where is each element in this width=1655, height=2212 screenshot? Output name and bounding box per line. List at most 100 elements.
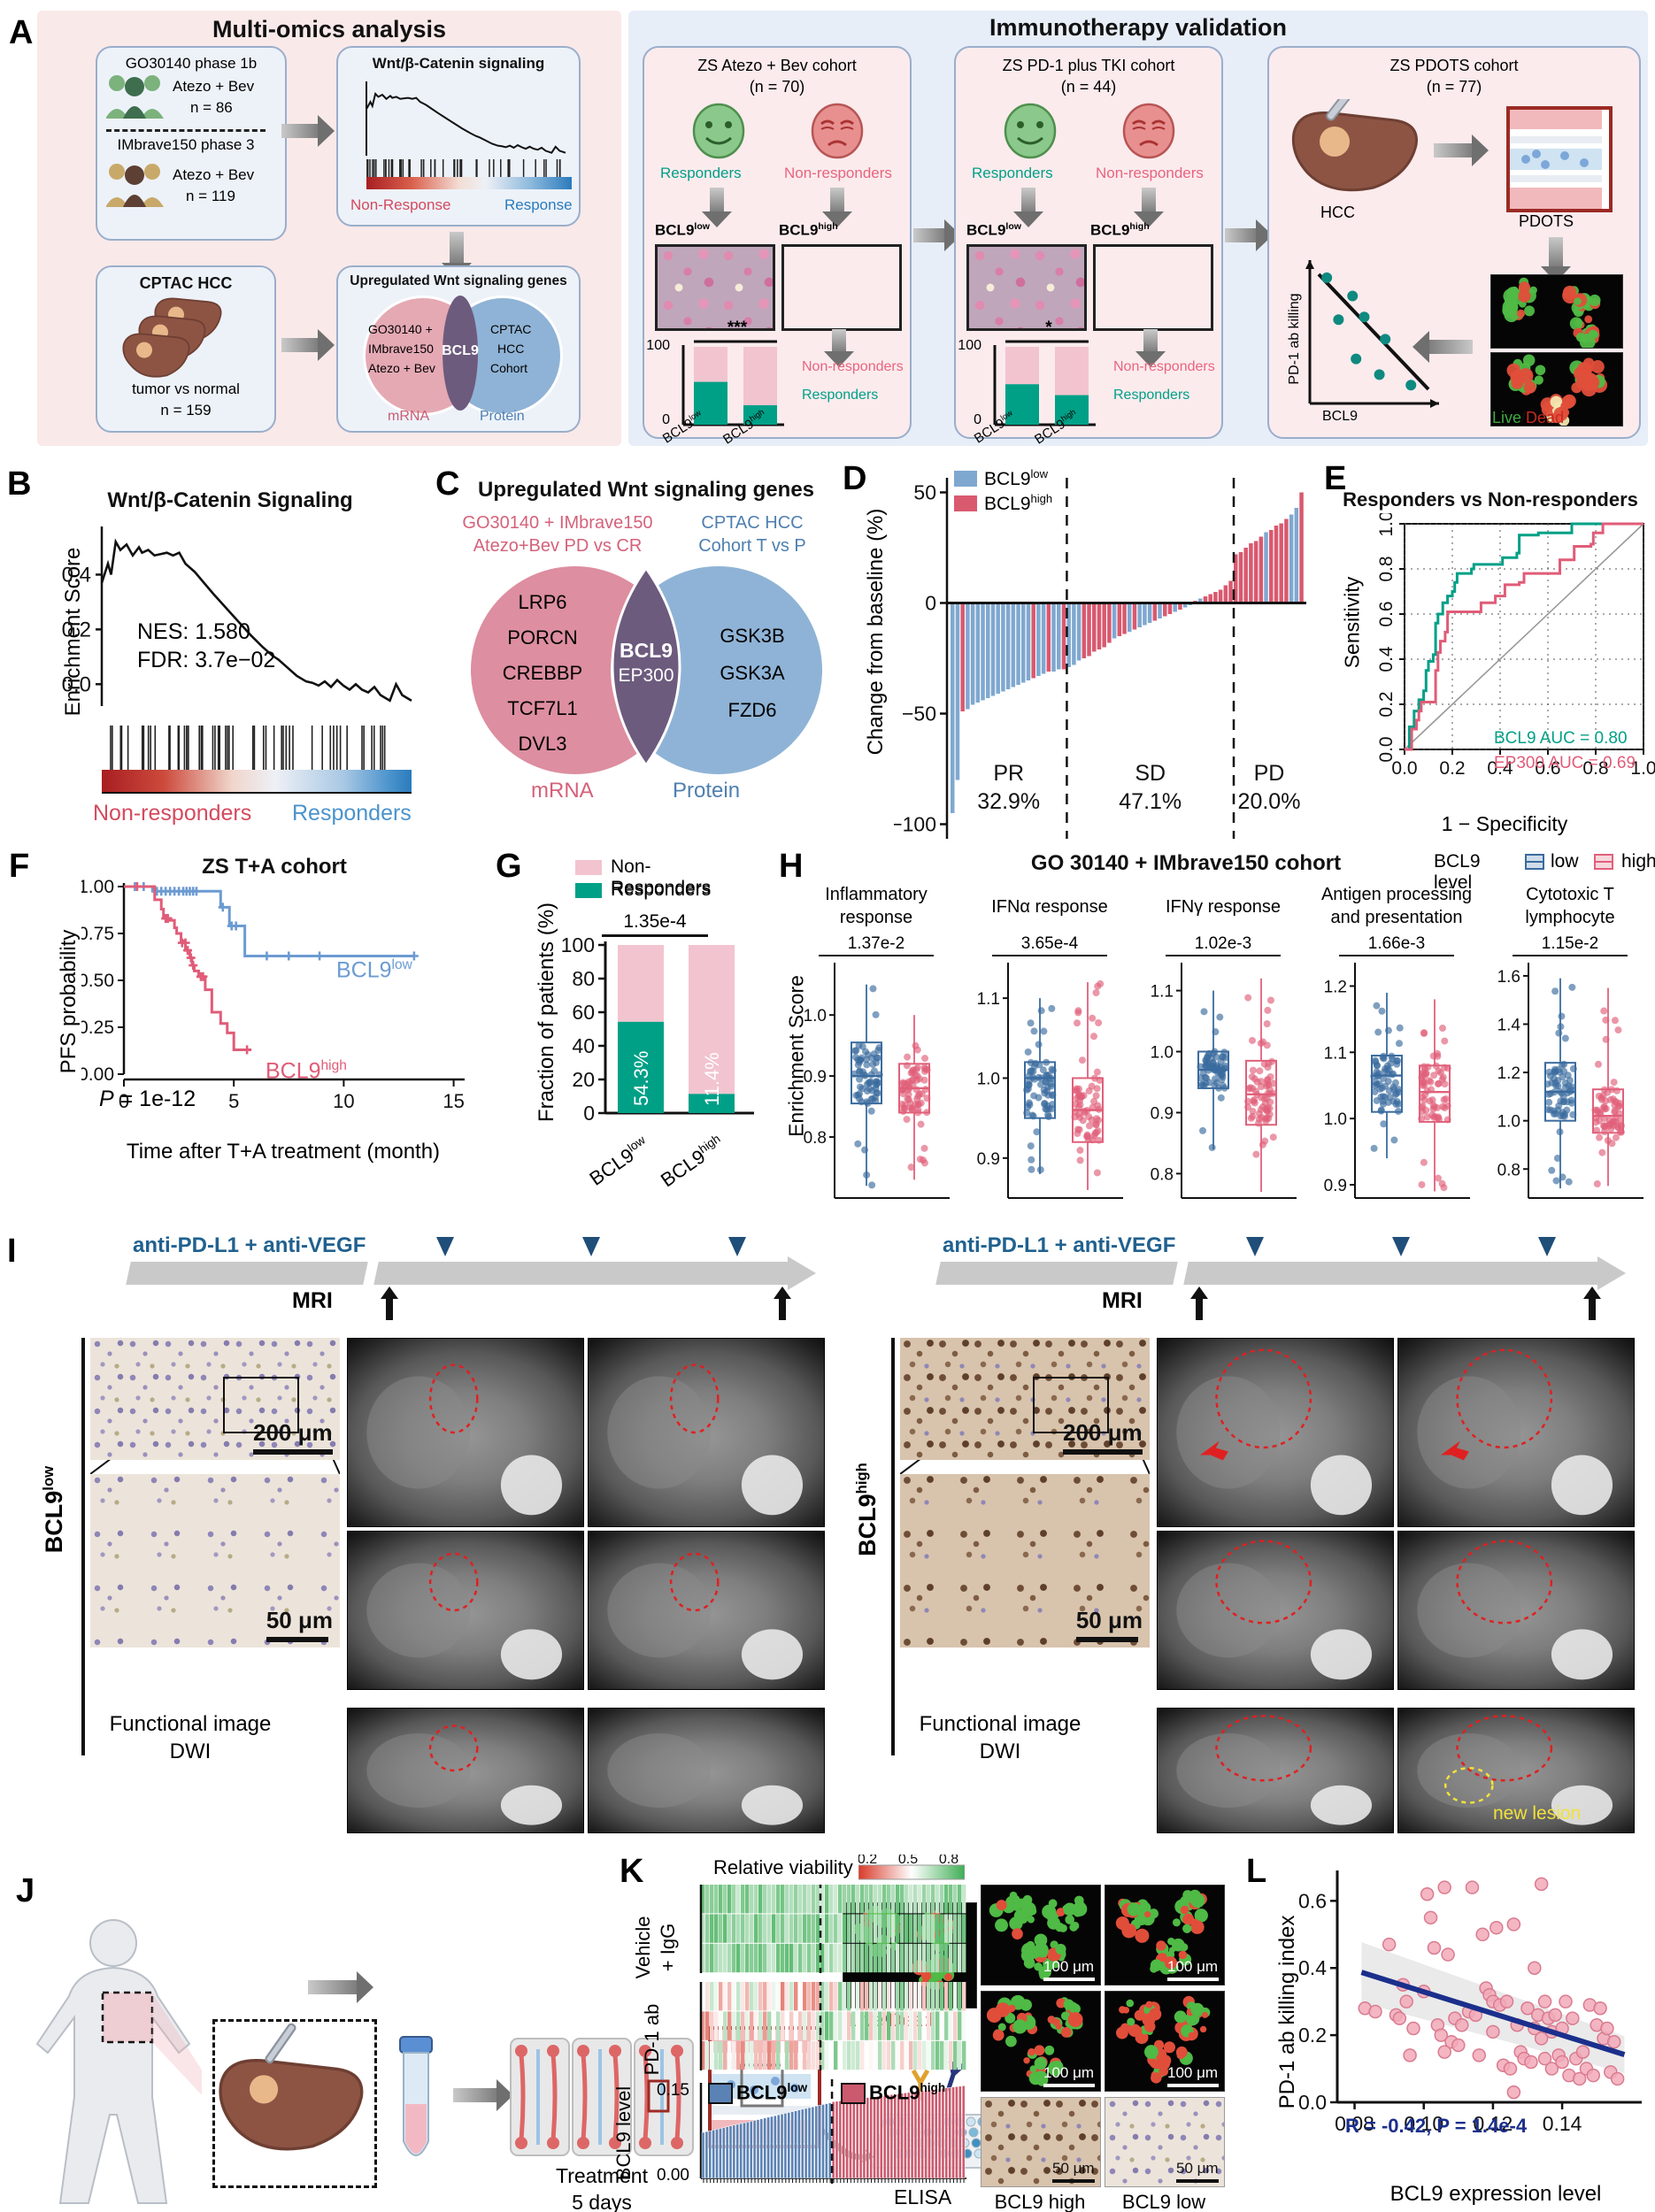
zs-pd1-tki-box-resp: Responders (972, 165, 1053, 181)
K-ihc-0-scaletext: 50 μm (1052, 2160, 1095, 2177)
venn-left1: GO30140 + (368, 322, 433, 336)
svg-text:0: 0 (583, 1102, 595, 1125)
H-sub0-plot: 0.8 0.9 1.0 (789, 961, 957, 1226)
venn-overlap (443, 296, 478, 411)
K-legend-low-text-base: BCL9 (736, 2081, 788, 2104)
K-heatmap-vehicle (699, 1885, 968, 1973)
H-legend-low: low (1551, 851, 1579, 872)
D-legend-high: BCL9high (984, 492, 1052, 515)
treatment-marker-icon-svg (1246, 1237, 1264, 1256)
E-auc-bcl9: BCL9 AUC = 0.80 (1494, 729, 1628, 748)
H-legend-low-swatch-svg (1525, 854, 1544, 870)
K-heatmap-vehicle-svg (699, 1885, 966, 1973)
zs-pd1-tki-box-arrow-nonresp (1134, 188, 1164, 227)
panel-letter-E: E (1324, 460, 1347, 497)
panel-letter-C: C (435, 465, 460, 503)
zs-atezo-bev-box-n: (n = 70) (749, 78, 805, 96)
K-legend-low-swatch (708, 2083, 733, 2104)
zs-pd1-tki-box-lowlab-base: BCL9 (966, 221, 1006, 239)
I-mri-overlay (1176, 1348, 1373, 1516)
svg-text:80: 80 (572, 967, 595, 990)
H-legend-high-swatch-svg (1594, 854, 1613, 870)
svg-text:1.2: 1.2 (1324, 978, 1347, 996)
venn-left3: Atezo + Bev (368, 361, 435, 375)
treatment-marker-icon-svg (436, 1237, 454, 1256)
I-functional-label-2: DWI (169, 1740, 212, 1763)
venn-right3: Cohort (490, 361, 528, 375)
I-mri-overlay (366, 1552, 563, 1680)
study1-arm: Atezo + Bev (173, 78, 255, 95)
F-plot: 1.00 0.75 0.50 0.25 0.00 0 5 10 15 (81, 878, 480, 1108)
cohort-divider (106, 129, 266, 132)
K-color-scale: 0.2 0.5 0.8 (858, 1855, 965, 1881)
I-timeline-bar-2 (373, 1262, 793, 1285)
pdots-fluo-2 (1490, 352, 1623, 426)
zs-pd1-tki-box-highlab-sup: high (1129, 221, 1150, 232)
C-title: Upregulated Wnt signaling genes (477, 478, 815, 502)
K-heatmap-pd1 (699, 1982, 968, 2070)
I-ihc-zoom: 50 μm (90, 1474, 340, 1647)
treatment-marker-icon (1389, 1235, 1413, 1258)
J-liver-icon (219, 2023, 364, 2151)
svg-text:0.2: 0.2 (1439, 758, 1465, 779)
svg-text:0.10: 0.10 (1404, 2112, 1443, 2135)
live-dead-label: Live/Dead (1492, 409, 1564, 427)
I-side-label: BCL9low (40, 1466, 68, 1553)
K-fluo-3: 100 μm (1105, 1991, 1225, 2092)
svg-text:−100: −100 (894, 813, 936, 836)
F-pval: P = 1e-12 (99, 1087, 196, 1112)
I-mri-overlay (1176, 1540, 1373, 1680)
svg-text:32.9%: 32.9% (977, 789, 1040, 814)
svg-text:SD: SD (1135, 761, 1166, 786)
K-ihc-1-scalebarline (1176, 2179, 1219, 2183)
I-mri-r1c1 (588, 1531, 825, 1690)
zs-pd1-tki-box-hist-high (1093, 244, 1213, 331)
zs-pd1-tki-box-leg-r: Responders (1113, 388, 1190, 403)
I-side-label-base: BCL9 (41, 1490, 68, 1554)
svg-text:0.4: 0.4 (1298, 1956, 1327, 1979)
H-sub3-plot-svg: 0.9 1.0 1.1 1.2 (1324, 963, 1470, 1199)
svg-text:5: 5 (228, 1090, 239, 1108)
C-mrna: mRNA (531, 779, 594, 803)
K-fluo-2-scalebarline (1043, 2084, 1095, 2087)
D-legend-high-sup: high (1030, 492, 1053, 505)
panel-letter-A: A (9, 14, 34, 51)
H-legend-title: BCL9 level (1434, 851, 1481, 893)
H-sub3-title0: Antigen processing (1320, 885, 1473, 904)
mri-arrow-icon-1 (1189, 1286, 1210, 1320)
zs-atezo-bev-box-highlab: BCL9high (779, 221, 838, 240)
I-timeline-bar-1 (935, 1262, 1178, 1285)
H-sub0-title1: response (839, 908, 913, 927)
cptac-caption2: n = 159 (160, 402, 212, 419)
K-fluo-0-scalebar: 100 μm (1043, 1958, 1095, 1981)
I-side-label: BCL9high (853, 1463, 881, 1556)
venn-right1: CPTAC (490, 322, 532, 336)
J-treatment-1: Treatment (556, 2164, 648, 2187)
C-right-header1: CPTAC HCC (701, 513, 804, 533)
multiomics-title: Multi-omics analysis (212, 16, 447, 42)
I-scalebar-50: 50 μm (1075, 1607, 1143, 1642)
C-right-header2: Cohort T vs P (698, 536, 806, 556)
zs-atezo-bev-box-hist-high (781, 244, 902, 331)
zs-atezo-bev-box-lowlab: BCL9low (655, 221, 710, 240)
K-color-scale-svg: 0.2 0.5 0.8 (858, 1855, 965, 1880)
I-mri-overlay (1417, 1348, 1613, 1516)
pdots-scatter-xlabel: BCL9 (1322, 409, 1359, 424)
H-sub1-title0: IFNα response (991, 897, 1108, 917)
J-arrow-2 (453, 2079, 513, 2111)
C-gene-right-2: FZD6 (727, 699, 777, 721)
H-sub4-pval: 1.15e-2 (1513, 934, 1628, 956)
K-bar-ylabel: BCL9 level (612, 2085, 635, 2181)
zs-pd1-tki-box-lowlab: BCL9low (966, 221, 1021, 240)
K-fluo-0-blobs (989, 1891, 1088, 1980)
I-mri-r1c1 (1397, 1531, 1635, 1690)
H-sub2-box-high (1244, 978, 1277, 1193)
B-stats-fdr: FDR: 3.7e−02 (137, 648, 276, 672)
H-sub1-box-high (1071, 979, 1105, 1190)
C-gene-center: BCL9 (619, 639, 674, 662)
L-plot: 0.0 0.2 0.4 0.6 0.08 0.10 0.12 0.14 (1288, 1867, 1651, 2150)
panel-letter-G: G (496, 848, 522, 885)
panel-letter-F: F (9, 848, 30, 885)
C-venn-overlap-svg (611, 565, 681, 768)
treatment-marker-icon (726, 1235, 749, 1258)
